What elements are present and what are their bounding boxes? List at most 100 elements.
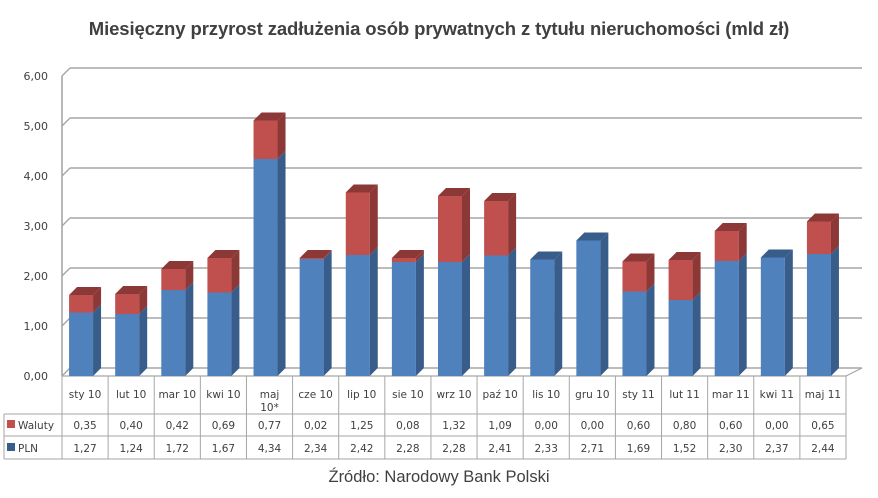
pln-bar-front — [806, 254, 831, 376]
pln-bar-side — [508, 247, 517, 376]
pln-bar-side — [554, 251, 563, 376]
pln-value: 1,72 — [166, 443, 189, 455]
category-label: sie 10 — [392, 389, 424, 401]
waluty-bar-side — [93, 287, 102, 313]
category-label: gru 10 — [575, 389, 609, 401]
pln-bar-front — [207, 292, 232, 376]
y-tick-label: 2,00 — [24, 270, 49, 283]
pln-value: 1,52 — [673, 443, 696, 455]
waluty-bar-side — [462, 188, 470, 262]
pln-bar-side — [830, 246, 839, 376]
y-tick-label: 3,00 — [24, 220, 49, 233]
waluty-bar-top — [299, 250, 332, 258]
pln-bar-side — [277, 151, 286, 376]
waluty-bar-front — [714, 231, 739, 261]
waluty-value: 1,32 — [442, 420, 465, 432]
waluty-bar-front — [299, 258, 324, 259]
legend-label-waluty: Waluty — [18, 420, 54, 432]
pln-value: 2,42 — [350, 443, 373, 455]
pln-bar-front — [714, 261, 739, 376]
pln-bar-side — [139, 306, 148, 376]
waluty-bar-front — [438, 196, 462, 262]
y-tick-label: 4,00 — [24, 170, 49, 183]
waluty-bar-top — [714, 223, 747, 231]
waluty-value: 0,69 — [212, 420, 235, 432]
waluty-bar-side — [692, 252, 701, 300]
pln-bar-side — [369, 247, 378, 376]
pln-value: 2,44 — [811, 443, 835, 455]
pln-legend-key — [7, 443, 15, 451]
pln-bar-side — [323, 251, 332, 376]
waluty-bar-front — [668, 260, 693, 300]
waluty-value: 0,00 — [581, 420, 604, 432]
pln-bar-front — [391, 262, 416, 376]
waluty-bar-top — [161, 261, 194, 269]
pln-value: 2,34 — [304, 443, 328, 455]
category-label: lip 10 — [347, 389, 376, 401]
pln-bar-side — [692, 292, 701, 376]
waluty-bar-front — [161, 269, 186, 290]
grid-diagonal — [61, 317, 71, 327]
pln-bar-front — [161, 290, 186, 376]
waluty-value: 0,02 — [304, 420, 327, 432]
grid-diagonal — [61, 367, 71, 377]
pln-value: 2,28 — [442, 443, 465, 455]
category-label: wrz 10 — [436, 389, 471, 401]
pln-value: 1,67 — [212, 443, 235, 455]
waluty-bar-front — [253, 120, 278, 159]
waluty-value: 1,09 — [488, 420, 511, 432]
grid-diagonal — [61, 217, 71, 227]
waluty-bar-side — [508, 193, 517, 256]
waluty-bar-top — [391, 250, 424, 258]
waluty-value: 0,00 — [535, 420, 558, 432]
waluty-bar-top — [484, 193, 517, 201]
waluty-bar-front — [806, 221, 831, 254]
category-label: lut 10 — [116, 389, 146, 401]
pln-bar-side — [415, 254, 424, 376]
waluty-bar-top — [622, 253, 655, 262]
waluty-value: 0,00 — [765, 420, 788, 432]
waluty-value: 0,77 — [258, 420, 281, 432]
waluty-bar-top — [69, 287, 102, 295]
pln-bar-front — [115, 314, 140, 376]
waluty-bar-front — [622, 261, 647, 292]
pln-value: 2,71 — [581, 443, 604, 455]
category-label: kwi 10 — [206, 389, 240, 401]
pln-value: 2,41 — [488, 443, 511, 455]
waluty-value: 0,35 — [73, 420, 96, 432]
pln-value: 2,30 — [719, 443, 742, 455]
grid-diagonal — [61, 167, 71, 177]
pln-bar-side — [462, 254, 470, 376]
pln-value: 1,24 — [119, 443, 143, 455]
pln-bar-top — [530, 251, 563, 260]
waluty-bar-side — [323, 250, 332, 259]
waluty-bar-top — [438, 188, 470, 196]
category-label: maj 11 — [805, 389, 841, 401]
category-label: sty 11 — [622, 389, 655, 401]
pln-value: 2,28 — [396, 443, 419, 455]
category-label: lis 10 — [532, 389, 560, 401]
waluty-value: 0,60 — [627, 420, 650, 432]
pln-bar-front — [530, 259, 555, 376]
waluty-bar-front — [115, 294, 140, 314]
waluty-value: 0,65 — [811, 420, 834, 432]
waluty-bar-top — [115, 286, 148, 294]
category-label: kwi 11 — [760, 389, 794, 401]
waluty-bar-front — [391, 258, 416, 262]
pln-bar-side — [185, 282, 194, 376]
waluty-bar-top — [806, 213, 839, 222]
pln-bar-front — [345, 255, 370, 376]
pln-bar-side — [231, 284, 240, 376]
waluty-value: 0,60 — [719, 420, 742, 432]
pln-value: 2,37 — [765, 443, 788, 455]
category-label: mar 10 — [158, 389, 196, 401]
waluty-bar-top — [668, 252, 701, 260]
chart-title: Miesięczny przyrost zadłużenia osób pryw… — [88, 18, 790, 39]
pln-bar-front — [253, 159, 278, 376]
y-tick-label: 0,00 — [24, 370, 49, 383]
pln-bar-side — [600, 232, 609, 376]
category-label: lut 11 — [669, 389, 699, 401]
waluty-bar-side — [415, 250, 424, 262]
category-label: paź 10 — [482, 389, 517, 401]
waluty-bar-front — [484, 201, 509, 256]
